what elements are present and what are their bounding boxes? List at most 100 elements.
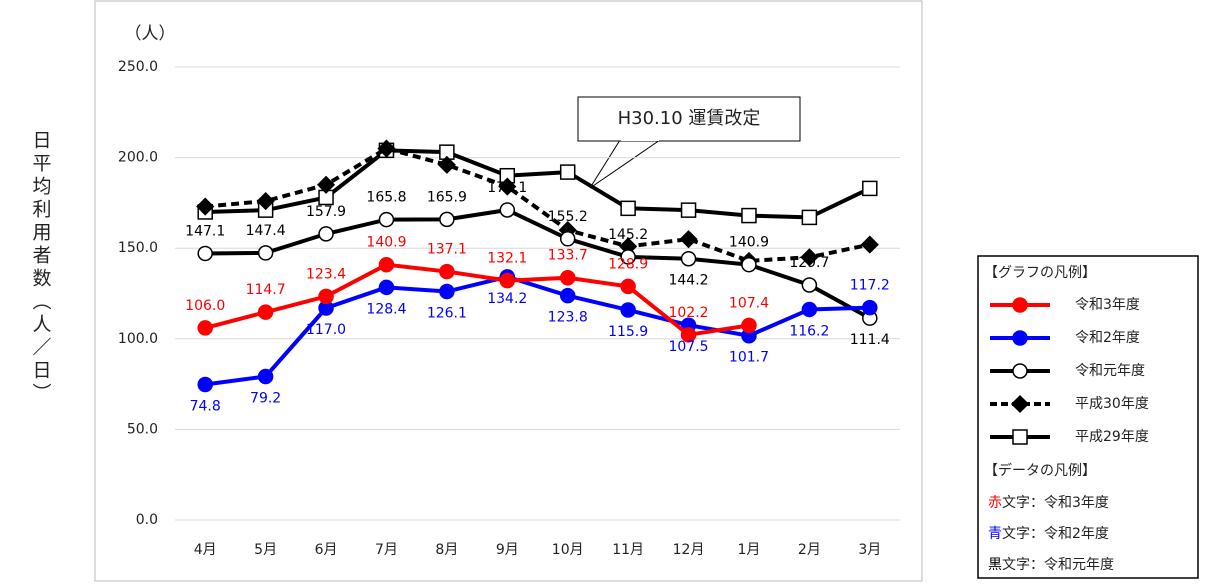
marker — [680, 327, 697, 343]
marker — [197, 320, 213, 336]
marker — [499, 272, 516, 289]
data-label: 147.4 — [246, 223, 286, 239]
marker — [196, 197, 215, 216]
marker — [437, 155, 456, 174]
x-tick-label: 7月 — [375, 542, 398, 558]
data-label: 144.2 — [668, 273, 708, 289]
marker — [1012, 429, 1028, 445]
marker — [1012, 297, 1028, 313]
marker — [680, 250, 697, 267]
data-legend-item: 青文字：令和2年度 — [988, 526, 1109, 542]
data-label: 157.9 — [306, 204, 346, 220]
series-line — [205, 146, 871, 263]
y-tick-label: 50.0 — [127, 421, 158, 437]
legend-title: 【グラフの凡例】 — [984, 265, 1096, 281]
marker — [800, 248, 819, 267]
data-label: 165.8 — [366, 190, 406, 206]
data-label: 114.7 — [246, 282, 286, 298]
data-legend-key: 青 — [988, 526, 1002, 542]
data-legend-item: 赤文字：令和3年度 — [988, 495, 1109, 511]
marker — [741, 317, 757, 334]
x-tick-label: 10月 — [552, 542, 584, 558]
marker — [862, 180, 878, 197]
marker — [620, 200, 636, 217]
data-label: 101.7 — [729, 350, 769, 366]
data-label: 171.1 — [487, 180, 527, 196]
marker — [377, 139, 396, 158]
series-line — [204, 274, 870, 387]
series-line — [205, 148, 871, 220]
marker — [862, 299, 878, 316]
marker — [741, 256, 757, 273]
series-line — [205, 207, 871, 320]
data-label: 133.7 — [548, 248, 588, 264]
y-tick-label: 100.0 — [118, 331, 158, 347]
marker — [378, 256, 395, 273]
y-axis-title: 日平均利用者数（人／日） — [30, 130, 52, 406]
x-tick-label: 8月 — [435, 542, 458, 558]
legend-label: 令和2年度 — [1075, 330, 1140, 346]
marker — [559, 287, 576, 304]
data-label: 147.1 — [185, 223, 225, 239]
data-label: 129.7 — [789, 255, 829, 271]
marker — [197, 245, 213, 262]
data-label: 155.2 — [548, 209, 588, 225]
marker — [620, 249, 636, 265]
x-tick-label: 4月 — [194, 542, 217, 558]
marker — [1012, 330, 1028, 346]
marker — [439, 211, 455, 228]
callout-box — [577, 96, 801, 142]
data-label: 107.5 — [668, 339, 708, 355]
data-label: 165.9 — [427, 189, 467, 205]
y-tick-label: 250.0 — [118, 59, 158, 75]
data-label: 145.2 — [608, 227, 648, 243]
data-label: 117.2 — [850, 278, 890, 294]
marker — [439, 263, 455, 280]
data-legend-item: 黒文字：令和元年度 — [988, 557, 1114, 573]
x-tick-label: 11月 — [612, 542, 644, 558]
data-label: 132.1 — [487, 251, 527, 267]
data-label: 128.9 — [608, 256, 648, 272]
marker — [1010, 394, 1030, 414]
marker — [1012, 363, 1028, 379]
x-tick-label: 3月 — [858, 542, 881, 558]
marker — [860, 235, 879, 254]
data-label: 140.9 — [366, 235, 406, 251]
data-label: 134.2 — [487, 291, 527, 307]
data-label: 102.2 — [668, 305, 708, 321]
marker — [559, 231, 576, 247]
data-label: 111.4 — [850, 332, 890, 348]
data-label: 140.9 — [729, 235, 769, 251]
marker — [801, 277, 818, 293]
marker — [559, 269, 576, 286]
data-legend-text: 文字：令和3年度 — [1002, 495, 1109, 511]
marker — [257, 304, 274, 320]
marker — [318, 288, 334, 305]
data-label: 117.0 — [306, 322, 346, 338]
x-tick-label: 12月 — [673, 542, 705, 558]
marker — [316, 175, 336, 194]
legend-label: 令和元年度 — [1075, 363, 1145, 379]
x-tick-label: 6月 — [315, 542, 338, 558]
data-label: 123.4 — [306, 266, 346, 282]
marker — [620, 302, 636, 318]
legend-label: 平成29年度 — [1075, 429, 1149, 445]
marker — [378, 279, 395, 296]
y-tick-label: 0.0 — [136, 512, 158, 528]
marker — [439, 283, 455, 300]
x-tick-label: 2月 — [798, 542, 821, 558]
marker — [741, 207, 757, 224]
data-legend-text: 文字：令和元年度 — [1002, 557, 1114, 573]
marker — [801, 301, 818, 318]
series-line — [204, 262, 750, 337]
callout-tail — [589, 139, 661, 189]
marker — [801, 209, 818, 226]
legend-label: 平成30年度 — [1075, 396, 1149, 412]
marker — [256, 192, 275, 211]
data-legend-key: 赤 — [988, 495, 1002, 511]
marker — [620, 278, 636, 295]
data-label: 106.0 — [185, 298, 225, 314]
data-label: 126.1 — [427, 306, 467, 322]
